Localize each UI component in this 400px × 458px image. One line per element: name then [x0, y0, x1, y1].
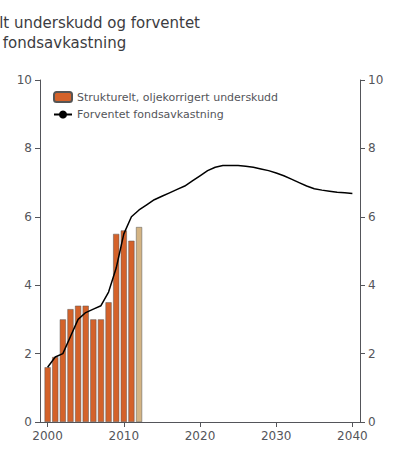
svg-text:Forventet fondsavkastning: Forventet fondsavkastning — [77, 108, 224, 121]
svg-text:10: 10 — [17, 73, 32, 87]
svg-text:2: 2 — [24, 347, 32, 361]
svg-text:6: 6 — [368, 210, 376, 224]
svg-text:2020: 2020 — [185, 429, 216, 443]
svg-text:8: 8 — [368, 141, 376, 155]
svg-text:4: 4 — [24, 278, 32, 292]
svg-text:2040: 2040 — [337, 429, 368, 443]
svg-text:Strukturelt, oljekorrigert und: Strukturelt, oljekorrigert underskudd — [77, 91, 278, 104]
svg-text:8: 8 — [24, 141, 32, 155]
svg-text:2: 2 — [368, 347, 376, 361]
svg-text:4: 4 — [368, 278, 376, 292]
svg-text:6: 6 — [24, 210, 32, 224]
svg-text:10: 10 — [368, 73, 383, 87]
svg-text:2000: 2000 — [32, 429, 63, 443]
svg-text:0: 0 — [24, 415, 32, 429]
svg-text:fondsavkastning: fondsavkastning — [3, 34, 126, 52]
svg-text:2010: 2010 — [109, 429, 140, 443]
svg-text:0: 0 — [368, 415, 376, 429]
svg-text:2030: 2030 — [261, 429, 292, 443]
svg-text:Strukturelt underskudd og forv: Strukturelt underskudd og forventet — [0, 14, 200, 32]
